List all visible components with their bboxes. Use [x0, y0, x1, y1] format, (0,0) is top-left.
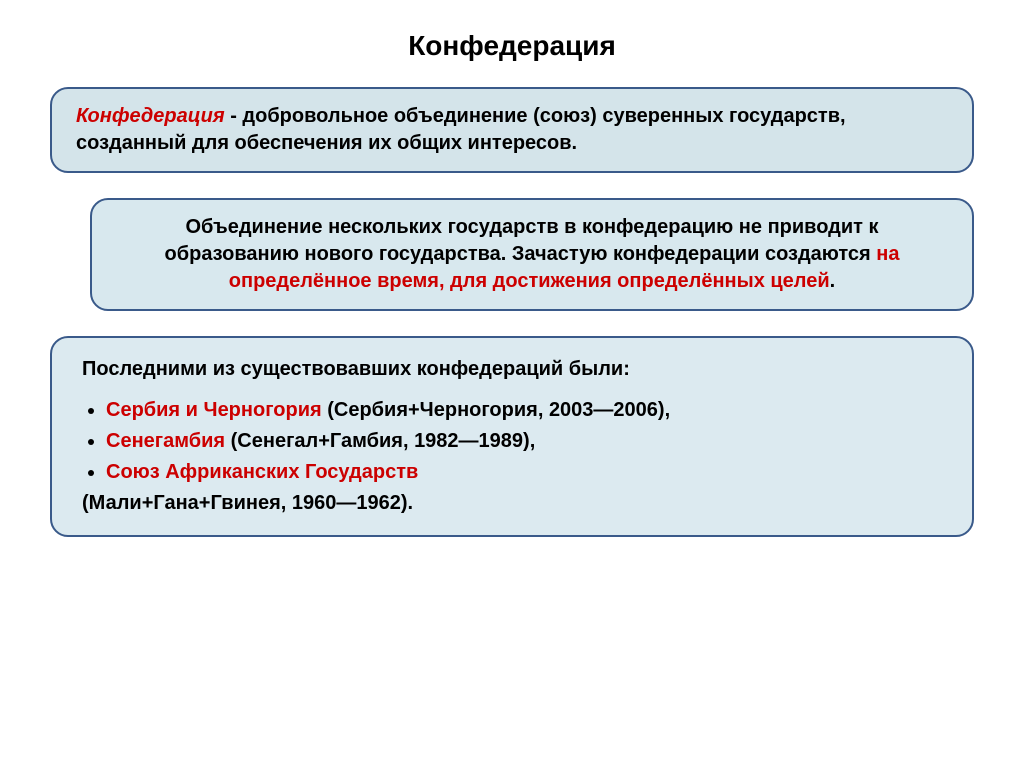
examples-box: Последними из существовавших конфедераци…: [50, 336, 974, 537]
slide-title: Конфедерация: [50, 30, 974, 62]
list-item: Союз Африканских Государств: [106, 459, 942, 486]
definition-term: Конфедерация: [76, 105, 225, 127]
examples-list: Сербия и Черногория (Сербия+Черногория, …: [106, 397, 942, 486]
explanation-part2: .: [830, 270, 836, 292]
example-detail: (Сербия+Черногория, 2003—2006),: [322, 399, 670, 421]
example-detail: (Сенегал+Гамбия, 1982—1989),: [225, 430, 535, 452]
list-item: Сербия и Черногория (Сербия+Черногория, …: [106, 397, 942, 424]
examples-tail: (Мали+Гана+Гвинея, 1960—1962).: [82, 490, 942, 517]
example-name: Сенегамбия: [106, 430, 225, 452]
list-item: Сенегамбия (Сенегал+Гамбия, 1982—1989),: [106, 428, 942, 455]
examples-intro: Последними из существовавших конфедераци…: [82, 356, 942, 383]
example-name: Союз Африканских Государств: [106, 461, 418, 483]
explanation-part1: Объединение нескольких государств в конф…: [165, 216, 879, 265]
explanation-box: Объединение нескольких государств в конф…: [90, 198, 974, 311]
example-name: Сербия и Черногория: [106, 399, 322, 421]
definition-box: Конфедерация - добровольное объединение …: [50, 87, 974, 173]
